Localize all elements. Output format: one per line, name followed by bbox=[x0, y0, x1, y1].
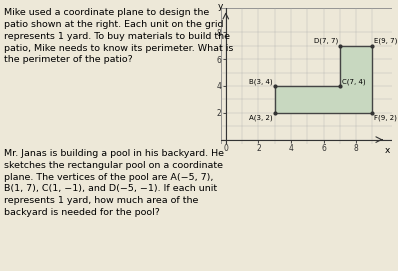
Text: A(3, 2): A(3, 2) bbox=[250, 114, 273, 121]
Polygon shape bbox=[275, 46, 373, 113]
Text: E(9, 7): E(9, 7) bbox=[374, 38, 398, 44]
Text: B(3, 4): B(3, 4) bbox=[250, 78, 273, 85]
Text: x: x bbox=[384, 146, 390, 155]
Text: D(7, 7): D(7, 7) bbox=[314, 38, 338, 44]
Text: Mr. Janas is building a pool in his backyard. He
sketches the rectangular pool o: Mr. Janas is building a pool in his back… bbox=[4, 149, 224, 217]
Text: F(9, 2): F(9, 2) bbox=[374, 114, 397, 121]
Text: C(7, 4): C(7, 4) bbox=[341, 78, 365, 85]
Text: y: y bbox=[218, 2, 224, 11]
Text: Mike used a coordinate plane to design the
patio shown at the right. Each unit o: Mike used a coordinate plane to design t… bbox=[4, 8, 233, 64]
